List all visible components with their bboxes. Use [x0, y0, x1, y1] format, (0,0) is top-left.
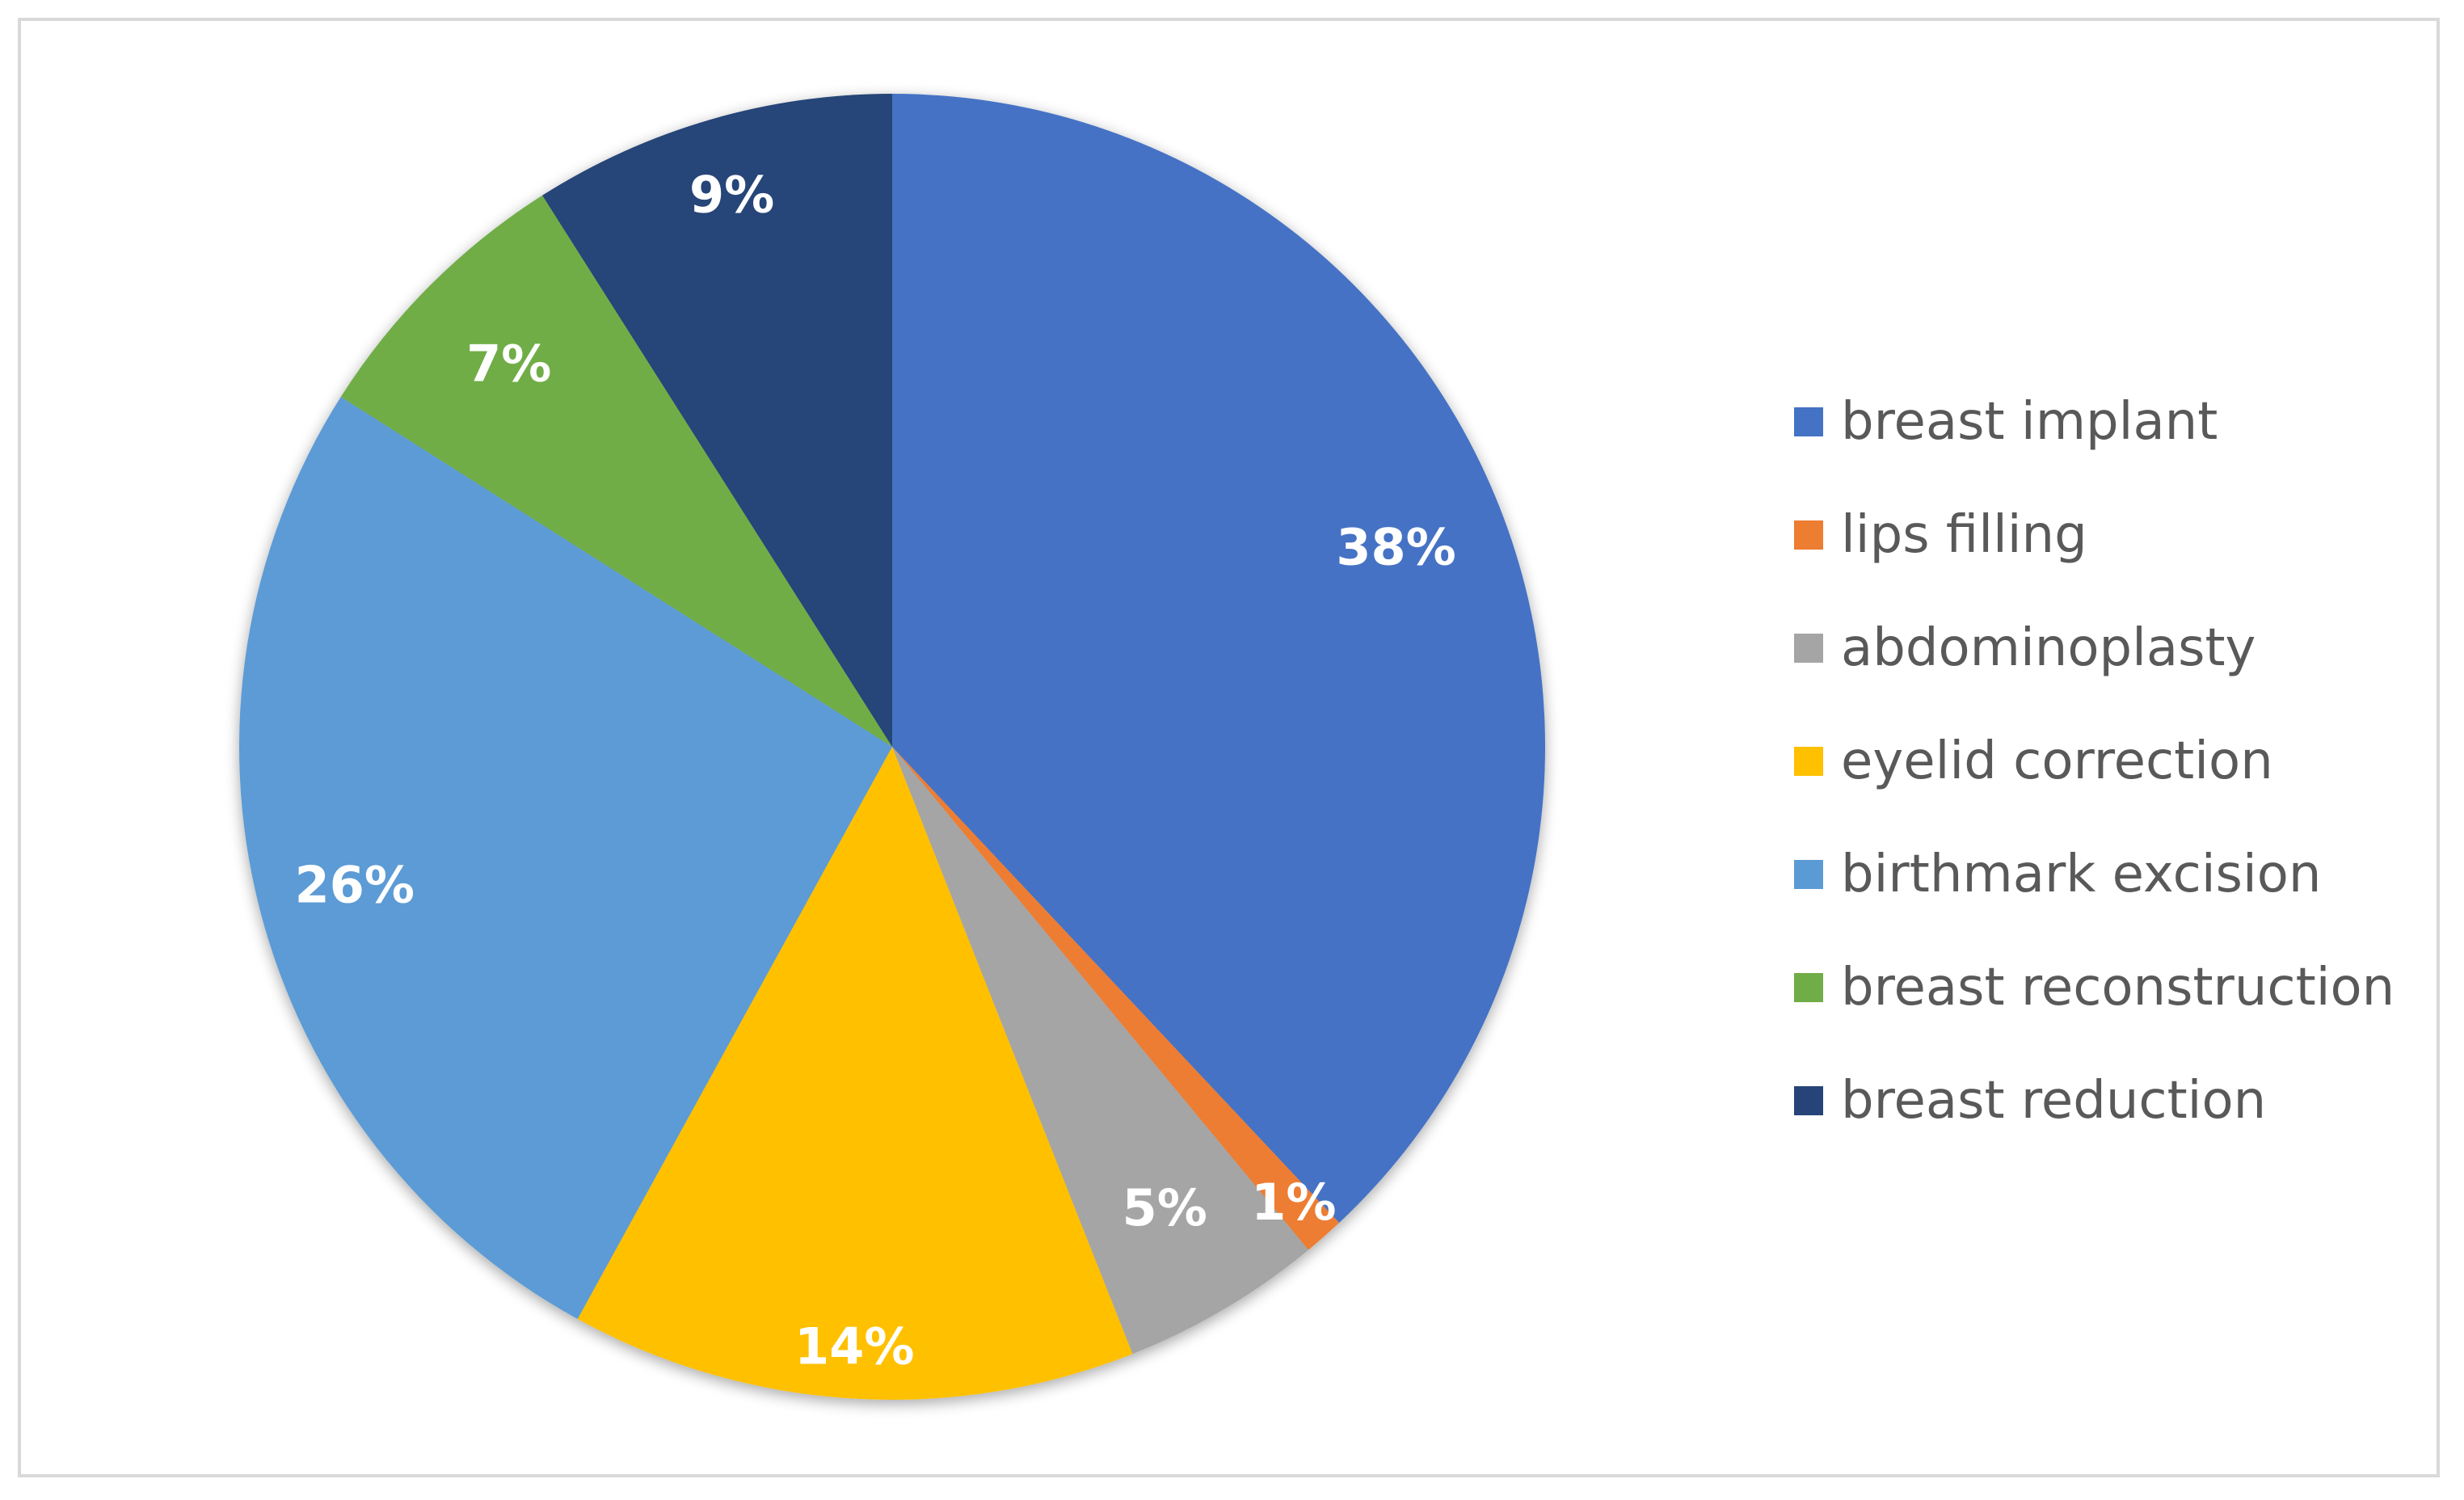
legend-item-breast-reduction: breast reduction — [1794, 1044, 2408, 1157]
legend: breast implant lips filling abdominoplasty… — [1794, 365, 2408, 1157]
legend-label: breast reduction — [1841, 1071, 2267, 1131]
legend-label: birthmark excision — [1841, 845, 2322, 904]
legend-label: breast implant — [1841, 392, 2218, 452]
legend-item-breast-reconstruction: breast reconstruction — [1794, 931, 2408, 1044]
data-label-breast-reconstruction: 7% — [466, 334, 551, 393]
data-label-breast-implant: 38% — [1336, 518, 1455, 577]
pie-slice-breast-reduction — [542, 94, 892, 747]
legend-label: breast reconstruction — [1841, 958, 2395, 1018]
pie-slice-eyelid-correction — [577, 747, 1133, 1401]
legend-item-eyelid-correction: eyelid correction — [1794, 705, 2408, 818]
data-label-eyelid-correction: 14% — [794, 1317, 914, 1376]
pie-slice-lips-filling — [892, 747, 1340, 1250]
legend-label: eyelid correction — [1841, 731, 2273, 791]
legend-item-breast-implant: breast implant — [1794, 365, 2408, 478]
legend-swatch — [1794, 747, 1823, 776]
legend-swatch — [1794, 520, 1823, 550]
legend-item-birthmark-excision: birthmark excision — [1794, 818, 2408, 931]
pie-slice-breast-reconstruction — [340, 195, 892, 748]
data-label-breast-reduction: 9% — [689, 166, 774, 225]
pie-slice-birthmark-excision — [238, 397, 892, 1320]
legend-label: abdominoplasty — [1841, 618, 2256, 678]
data-label-abdominoplasty: 5% — [1122, 1178, 1207, 1237]
legend-item-abdominoplasty: abdominoplasty — [1794, 592, 2408, 705]
legend-label: lips filling — [1841, 505, 2087, 565]
legend-swatch — [1794, 407, 1823, 436]
legend-swatch — [1794, 973, 1823, 1002]
pie-slice-breast-implant — [892, 94, 1545, 1224]
data-label-lips-filling: 1% — [1251, 1173, 1336, 1232]
legend-swatch — [1794, 634, 1823, 663]
data-label-birthmark-excision: 26% — [295, 855, 415, 914]
pie-slice-abdominoplasty — [892, 747, 1309, 1355]
legend-swatch — [1794, 1086, 1823, 1115]
legend-swatch — [1794, 860, 1823, 889]
legend-item-lips-filling: lips filling — [1794, 478, 2408, 592]
